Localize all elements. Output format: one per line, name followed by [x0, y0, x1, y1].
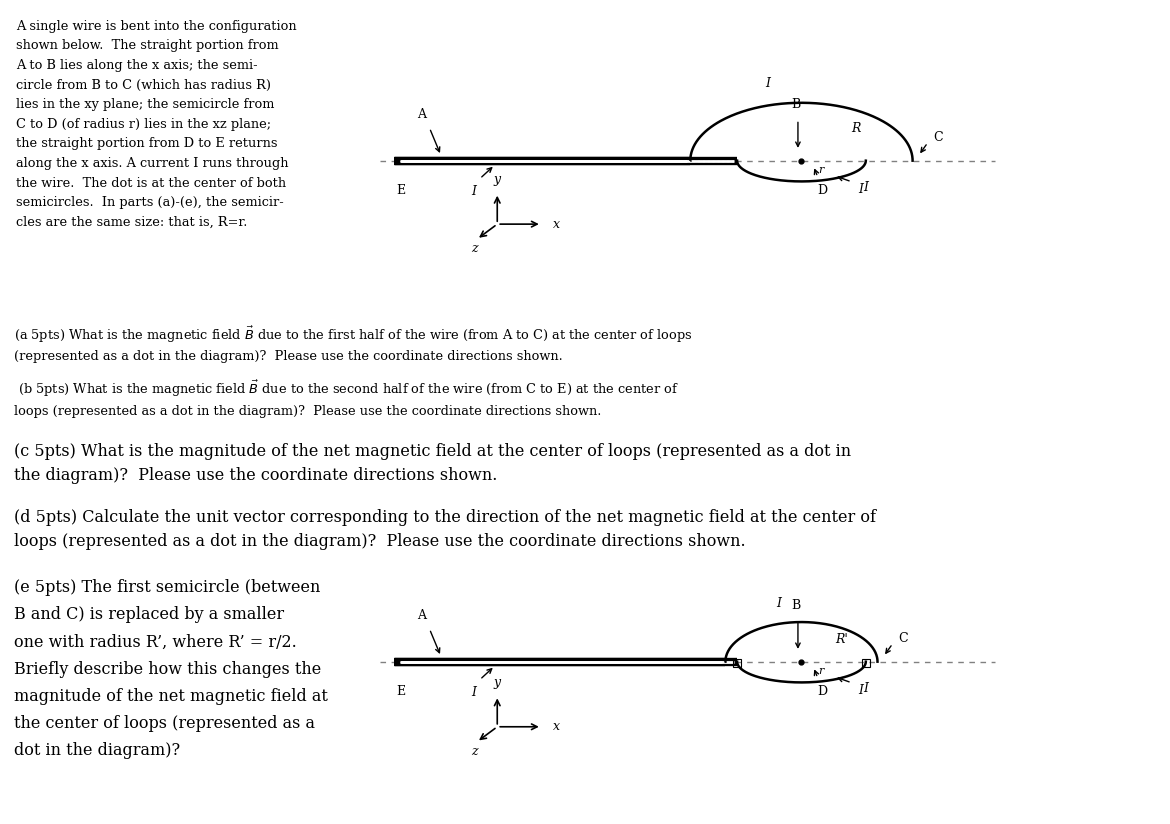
Text: B: B [791, 98, 800, 111]
Text: (d 5pts) Calculate the unit vector corresponding to the direction of the net mag: (d 5pts) Calculate the unit vector corre… [14, 509, 876, 550]
Text: D: D [818, 685, 827, 698]
Text: I: I [776, 597, 782, 610]
Text: Briefly describe how this changes the: Briefly describe how this changes the [14, 661, 322, 678]
Text: dot in the diagram)?: dot in the diagram)? [14, 742, 180, 760]
Text: the wire.  The dot is at the center of both: the wire. The dot is at the center of bo… [16, 176, 287, 190]
Text: A to B lies along the x axis; the semi-: A to B lies along the x axis; the semi- [16, 59, 259, 72]
Bar [732, 659, 742, 667]
Text: I: I [472, 185, 476, 199]
Text: (b 5pts) What is the magnetic field $\vec{B}$ due to the second half of the wire: (b 5pts) What is the magnetic field $\ve… [14, 379, 679, 418]
Text: E: E [397, 184, 406, 197]
Text: cles are the same size: that is, R=r.: cles are the same size: that is, R=r. [16, 216, 248, 229]
Text: (c 5pts) What is the magnitude of the net magnetic field at the center of loops : (c 5pts) What is the magnitude of the ne… [14, 443, 851, 485]
Text: C: C [934, 131, 943, 144]
Text: x: x [553, 218, 560, 231]
Text: x: x [553, 720, 560, 733]
Text: I: I [859, 685, 863, 697]
Text: R': R' [835, 634, 848, 646]
Text: I: I [863, 682, 868, 695]
Text: I: I [765, 77, 771, 91]
Text: circle from B to C (which has radius R): circle from B to C (which has radius R) [16, 78, 271, 91]
Text: shown below.  The straight portion from: shown below. The straight portion from [16, 40, 278, 53]
Text: (a 5pts) What is the magnetic field $\vec{B}$ due to the first half of the wire : (a 5pts) What is the magnetic field $\ve… [14, 325, 693, 363]
Text: (e 5pts) The first semicircle (between: (e 5pts) The first semicircle (between [14, 579, 321, 597]
Text: r: r [818, 165, 824, 175]
Text: I: I [863, 181, 868, 194]
Text: z: z [470, 242, 477, 255]
Text: along the x axis. A current I runs through: along the x axis. A current I runs throu… [16, 157, 289, 170]
Text: A: A [417, 108, 426, 121]
Text: r: r [818, 666, 824, 676]
Text: one with radius R’, where R’ = r/2.: one with radius R’, where R’ = r/2. [14, 634, 297, 651]
Text: D: D [818, 184, 827, 197]
Text: lies in the xy plane; the semicircle from: lies in the xy plane; the semicircle fro… [16, 98, 275, 111]
Text: R: R [852, 122, 861, 135]
Text: A: A [417, 609, 426, 622]
Text: the center of loops (represented as a: the center of loops (represented as a [14, 715, 315, 733]
Text: z: z [470, 745, 477, 757]
Text: B: B [791, 599, 800, 612]
Text: I: I [859, 184, 863, 196]
Text: A single wire is bent into the configuration: A single wire is bent into the configura… [16, 20, 297, 33]
Text: C: C [899, 632, 908, 645]
Bar [862, 659, 870, 667]
Text: the straight portion from D to E returns: the straight portion from D to E returns [16, 138, 278, 151]
Text: I: I [472, 686, 476, 700]
Text: C to D (of radius r) lies in the xz plane;: C to D (of radius r) lies in the xz plan… [16, 118, 271, 131]
Text: E: E [397, 685, 406, 698]
Text: y: y [494, 173, 501, 186]
Text: B and C) is replaced by a smaller: B and C) is replaced by a smaller [14, 606, 284, 624]
Text: y: y [494, 676, 501, 689]
Text: magnitude of the net magnetic field at: magnitude of the net magnetic field at [14, 688, 328, 705]
Text: semicircles.  In parts (a)-(e), the semicir-: semicircles. In parts (a)-(e), the semic… [16, 196, 284, 209]
